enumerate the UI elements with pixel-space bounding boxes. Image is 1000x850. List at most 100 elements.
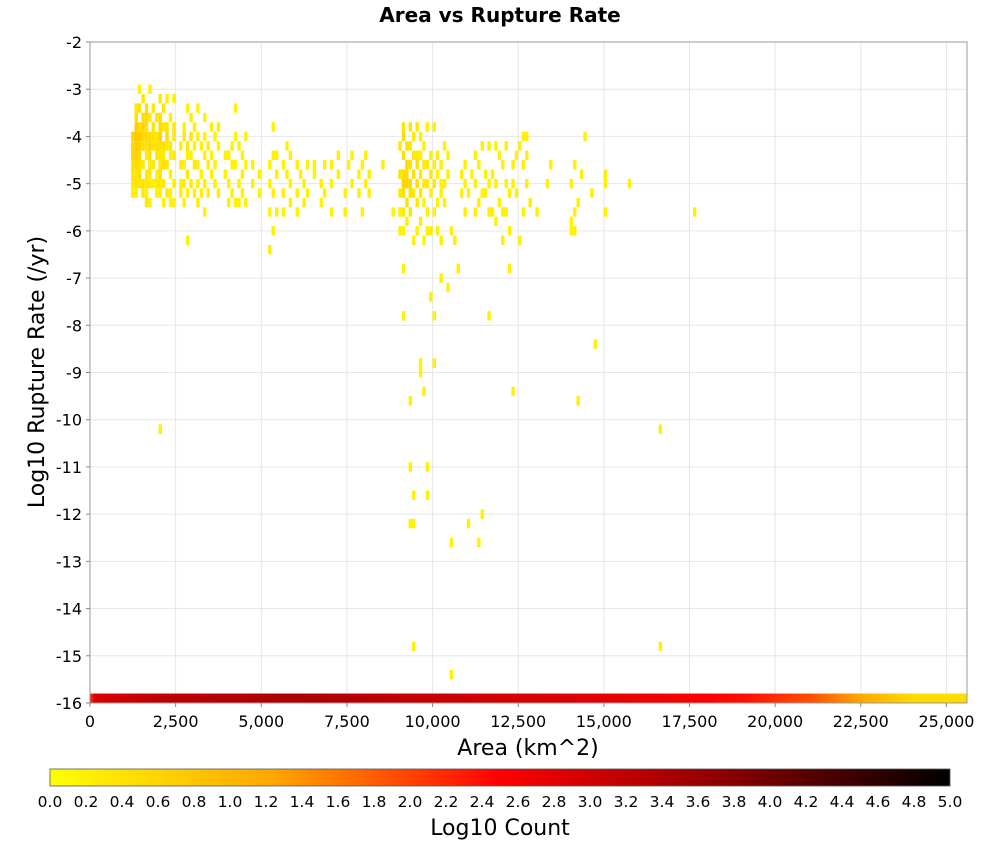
heatmap-cell <box>477 537 481 548</box>
heatmap-cell <box>280 693 285 703</box>
heatmap-cell <box>199 188 204 198</box>
heatmap-cell <box>155 141 159 151</box>
heatmap-cell <box>459 169 464 179</box>
heatmap-cell <box>414 693 419 703</box>
colorbar-tick-label: 3.0 <box>578 793 603 811</box>
heatmap-cell <box>367 693 371 703</box>
heatmap-cell <box>346 160 351 170</box>
heatmap-cell <box>322 160 327 170</box>
heatmap-cell <box>322 693 326 703</box>
heatmap-cell <box>818 693 823 703</box>
heatmap-cells <box>90 84 968 703</box>
heatmap-cell <box>569 178 574 189</box>
x-tick-label: 15,000 <box>576 712 632 731</box>
heatmap-cell <box>357 169 361 179</box>
heatmap-cell <box>325 693 329 703</box>
heatmap-cell <box>144 150 149 161</box>
heatmap-cell <box>281 207 286 217</box>
heatmap-cell <box>442 197 447 208</box>
heatmap-cell <box>909 693 913 703</box>
heatmap-cell <box>788 693 793 703</box>
heatmap-cell <box>401 169 406 179</box>
heatmap-cell <box>432 178 437 189</box>
heatmap-cell <box>172 131 176 142</box>
heatmap-cell <box>367 188 371 198</box>
heatmap-cell <box>439 273 443 283</box>
heatmap-cell <box>281 188 286 198</box>
heatmap-cell <box>375 693 380 703</box>
heatmap-cell <box>569 216 574 227</box>
heatmap-cell <box>268 245 272 255</box>
heatmap-cell <box>158 122 162 132</box>
heatmap-cell <box>189 150 193 161</box>
heatmap-cell <box>381 693 386 703</box>
heatmap-cell <box>218 693 222 703</box>
heatmap-cell <box>473 150 478 161</box>
heatmap-cell <box>295 160 299 170</box>
colorbar-tick-label: 4.2 <box>794 793 819 811</box>
heatmap-cell <box>446 282 450 293</box>
heatmap-cell <box>714 693 718 703</box>
heatmap-cell <box>319 197 323 208</box>
heatmap-cell <box>337 693 341 703</box>
heatmap-cell <box>151 160 156 170</box>
heatmap-cell <box>268 693 273 703</box>
y-tick-label: -15 <box>56 647 82 666</box>
heatmap-cell <box>256 693 261 703</box>
heatmap-cell <box>590 188 594 198</box>
heatmap-cell <box>432 122 437 132</box>
heatmap-cell <box>573 693 578 703</box>
heatmap-cell <box>627 693 632 703</box>
heatmap-cell <box>141 141 145 151</box>
heatmap-cell <box>148 131 152 142</box>
heatmap-cell <box>215 693 219 703</box>
heatmap-cell <box>203 693 207 703</box>
heatmap-cell <box>131 160 135 170</box>
heatmap-cell <box>165 131 169 142</box>
heatmap-cell <box>331 693 335 703</box>
heatmap-cell <box>199 141 204 151</box>
heatmap-cell <box>528 197 532 208</box>
heatmap-cell <box>588 693 593 703</box>
heatmap-cell <box>137 131 142 142</box>
heatmap-cell <box>439 160 443 170</box>
heatmap-cell <box>872 693 877 703</box>
heatmap-cell <box>507 693 512 703</box>
heatmap-cell <box>170 693 174 703</box>
heatmap-cell <box>251 178 255 189</box>
heatmap-cell <box>285 141 289 151</box>
heatmap-cell <box>328 693 332 703</box>
heatmap-cell <box>806 693 810 703</box>
heatmap-cell <box>764 693 769 703</box>
heatmap-cell <box>432 358 437 368</box>
heatmap-cell <box>158 141 162 151</box>
heatmap-cell <box>630 693 635 703</box>
heatmap-cell <box>770 693 775 703</box>
heatmap-cell <box>645 693 650 703</box>
colorbar-tick-label: 3.6 <box>686 793 711 811</box>
heatmap-cell <box>412 131 416 142</box>
heatmap-cell <box>141 93 145 104</box>
heatmap-cell <box>497 197 502 208</box>
heatmap-cell <box>415 226 419 236</box>
heatmap-cell <box>489 693 494 703</box>
heatmap-cell <box>401 178 406 189</box>
heatmap-cell <box>446 150 450 161</box>
heatmap-cell <box>624 693 629 703</box>
colorbar-tick-label: 1.6 <box>326 793 351 811</box>
heatmap-cell <box>480 693 485 703</box>
colorbar-tick-label: 2.6 <box>506 793 531 811</box>
heatmap-cell <box>408 141 413 151</box>
heatmap-cell <box>945 693 950 703</box>
heatmap-cell <box>576 396 580 406</box>
heatmap-cell <box>501 235 505 246</box>
heatmap-cell <box>891 693 895 703</box>
heatmap-cell <box>304 693 308 703</box>
heatmap-cell <box>250 693 255 703</box>
heatmap-cell <box>372 693 377 703</box>
heatmap-cell <box>456 263 460 274</box>
heatmap-cell <box>418 367 423 378</box>
heatmap-cell <box>755 693 760 703</box>
heatmap-cell <box>657 693 661 703</box>
heatmap-cell <box>161 693 165 703</box>
